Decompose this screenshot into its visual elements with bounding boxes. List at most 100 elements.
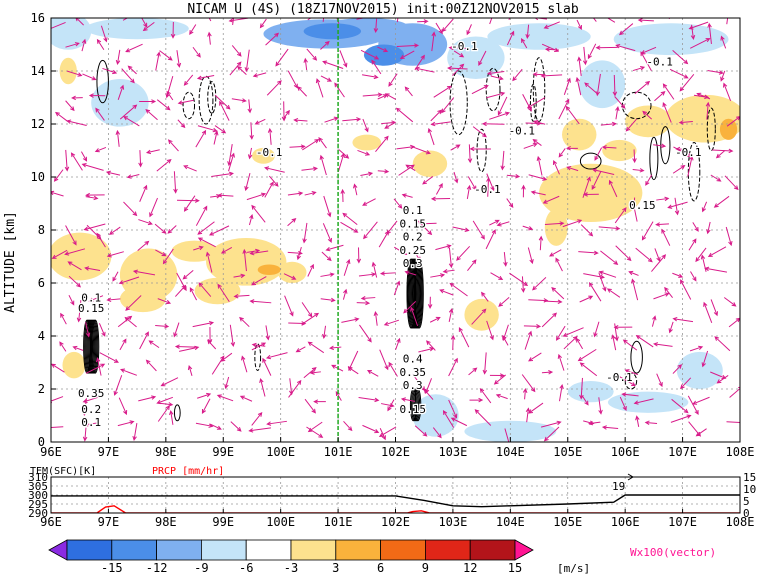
wind-arrow: [672, 272, 684, 278]
x-tick-label: 103E: [438, 445, 467, 459]
wind-arrow: [138, 395, 157, 402]
sub-y2-tick-label: 5: [743, 495, 750, 508]
wind-arrow: [448, 399, 458, 419]
wind-arrow: [183, 74, 194, 86]
wind-arrow: [231, 98, 247, 103]
contour: [198, 75, 214, 125]
wind-arrow: [412, 146, 431, 155]
wind-arrow: [506, 173, 521, 179]
wind-arrow: [126, 174, 140, 179]
wind-arrow: [288, 379, 302, 398]
wind-arrow: [71, 95, 83, 101]
wind-arrow: [216, 394, 234, 402]
wind-arrow: [217, 193, 234, 198]
wind-arrow: [118, 276, 140, 285]
x-tick-label: 105E: [553, 445, 582, 459]
wind-arrow: [706, 221, 711, 235]
wind-arrow: [729, 386, 740, 398]
wind-arrow: [247, 99, 252, 114]
wind-arrow: [115, 129, 121, 147]
contour: [413, 388, 421, 422]
shade-yellow: [464, 298, 499, 331]
wind-arrow: [219, 100, 230, 121]
wind-arrow: [641, 221, 654, 241]
wind-arrow: [341, 317, 360, 323]
x-tick-label: 104E: [496, 445, 525, 459]
wind-arrow: [672, 316, 694, 323]
wind-arrow: [497, 96, 508, 116]
colorbar: -15 -12 -9 -6 -3 3 6 9 12 15: [48, 539, 534, 575]
wind-arrow: [675, 146, 688, 152]
wind-arrow: [165, 75, 174, 99]
wind-arrow: [723, 297, 737, 307]
wind-arrow: [112, 271, 119, 282]
wind-arrow: [467, 259, 477, 271]
wind-arrow: [105, 170, 121, 176]
sub-x-tick-label: 106E: [611, 515, 640, 529]
wind-arrow: [233, 273, 246, 279]
wind-arrow: [102, 67, 118, 75]
wind-arrow: [287, 70, 298, 89]
shade-yellow: [171, 240, 218, 262]
grid-lines: [51, 18, 740, 442]
shade-yellow: [62, 351, 86, 379]
wind-arrow: [396, 43, 420, 48]
wind-arrow: [363, 221, 378, 240]
wind-arrow: [173, 171, 178, 194]
wind-arrow: [692, 396, 710, 405]
colorbar-tick-label: -6: [239, 561, 253, 575]
wind-arrow: [197, 125, 218, 133]
wind-arrow: [289, 378, 294, 396]
wind-arrow: [640, 46, 657, 55]
wind-arrow: [322, 325, 327, 339]
wind-arrow: [177, 99, 194, 105]
wind-arrow: [633, 398, 654, 405]
colorbar-swatch: [469, 539, 516, 561]
wind-arrow: [469, 397, 484, 403]
contour-label: 0.35: [399, 366, 426, 379]
shade-yellow: [539, 163, 643, 223]
wind-arrow: [66, 119, 87, 126]
wind-arrow: [680, 279, 692, 300]
wind-arrow: [413, 250, 421, 262]
wind-arrow: [707, 69, 724, 75]
wind-arrow: [442, 409, 455, 428]
wind-arrow: [447, 65, 468, 71]
wind-arrow: [214, 125, 227, 134]
wind-arrow: [530, 190, 546, 196]
wind-arrow: [555, 257, 563, 272]
wind-arrow: [192, 320, 215, 328]
sub-y-tick-label: 295: [28, 498, 48, 511]
contour-label: -0.1: [256, 146, 283, 159]
sub-x-tick-label: 105E: [553, 515, 582, 529]
wind-arrow: [448, 308, 454, 322]
wind-arrow: [201, 398, 211, 414]
sub-y-tick-label: 305: [28, 480, 48, 493]
contour-label: -0.1: [474, 183, 501, 196]
wind-arrow: [67, 261, 82, 271]
wind-arrow: [342, 288, 348, 300]
wind-arrow: [244, 49, 250, 73]
contour: [411, 258, 421, 329]
shade-orange: [719, 118, 738, 140]
wind-arrow: [399, 50, 415, 59]
wind-arrow: [302, 139, 320, 151]
wind-arrow: [334, 82, 345, 98]
sub-x-tick-label: 103E: [438, 515, 467, 529]
wind-arrow: [526, 97, 546, 109]
wind-arrow: [538, 235, 544, 251]
wind-arrow: [379, 271, 396, 276]
wind-arrow: [338, 149, 350, 159]
wind-arrow: [520, 276, 526, 293]
wind-arrow: [379, 428, 386, 441]
wind-arrow: [120, 368, 138, 376]
wind-arrow: [427, 127, 435, 146]
contour: [624, 372, 638, 390]
wind-arrow: [598, 397, 603, 415]
wind-arrow: [628, 270, 639, 276]
wind-arrow: [362, 198, 376, 206]
wind-arrow: [591, 168, 615, 175]
wind-arrow: [689, 345, 704, 352]
wind-arrow: [502, 324, 509, 342]
